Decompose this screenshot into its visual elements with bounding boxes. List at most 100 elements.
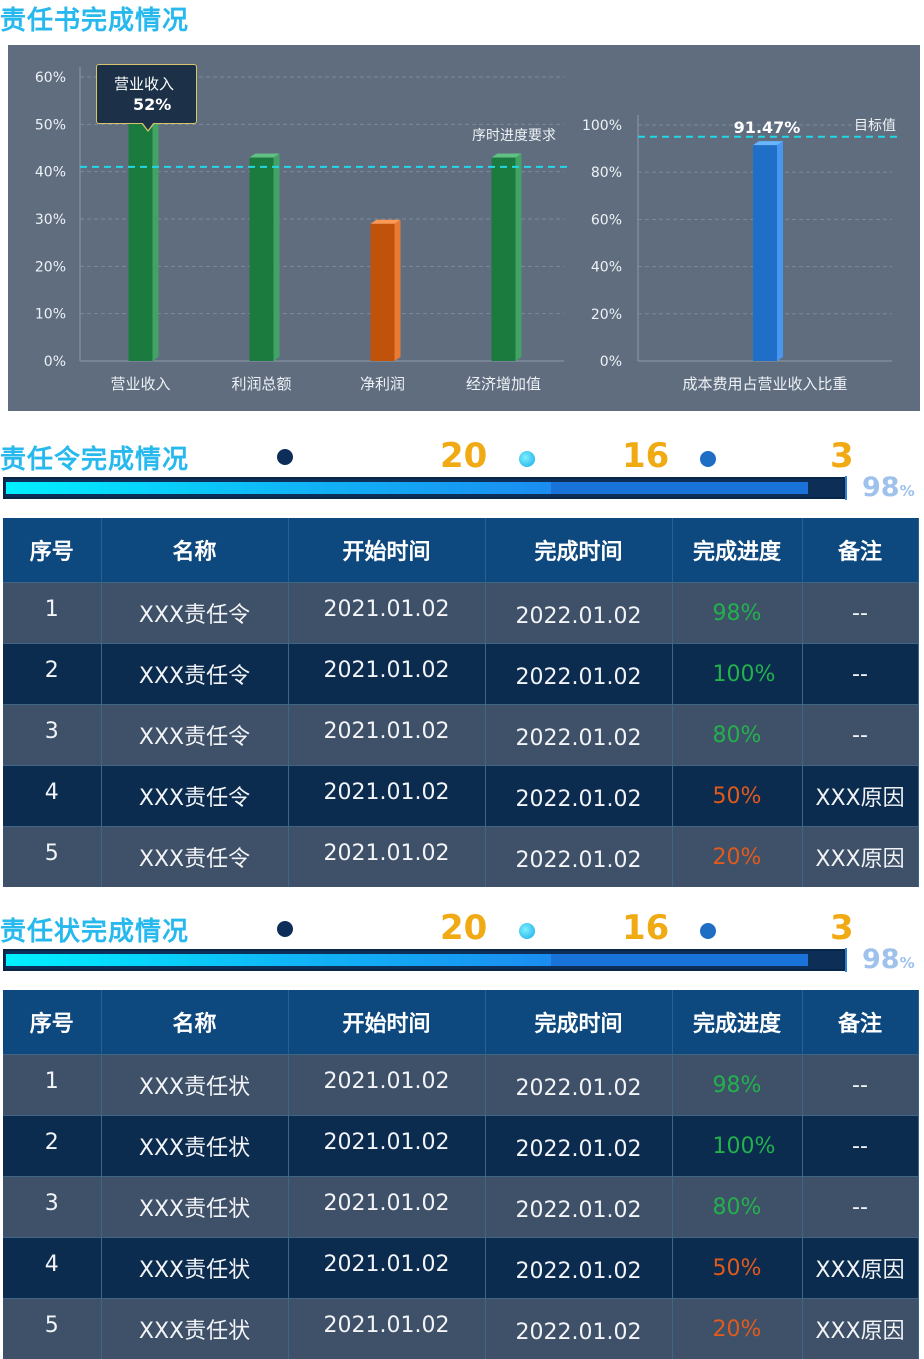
progress-percent-unit: %: [900, 482, 915, 500]
col-header-index[interactable]: 序号: [3, 518, 101, 583]
x-category-label: 经济增加值: [466, 375, 541, 393]
progress-percent-unit: %: [900, 954, 915, 972]
progress-bar-cap: [845, 476, 847, 500]
section-title-orders: 责任令完成情况: [0, 439, 189, 476]
stat-value-1: 20: [440, 908, 487, 948]
tooltip-category: 营业收入: [114, 73, 174, 94]
x-category-label: 利润总额: [231, 375, 291, 393]
col-header-name[interactable]: 名称: [101, 518, 288, 583]
col-header-start[interactable]: 开始时间: [288, 518, 485, 583]
stat-value-1: 20: [440, 436, 487, 476]
progress-percent: 98%: [862, 472, 915, 503]
y-tick-label: 40%: [35, 165, 66, 181]
row-progress: 98%: [672, 583, 802, 644]
row-note: XXX原因: [802, 766, 918, 827]
col-header-start[interactable]: 开始时间: [288, 990, 485, 1055]
row-start-time: 2021.01.02: [288, 1116, 485, 1177]
col-header-name[interactable]: 名称: [101, 990, 288, 1055]
bar-value-label: 91.47%: [734, 118, 801, 137]
row-name: XXX责任状: [101, 1116, 288, 1177]
section-title-responsibility-book: 责任书完成情况: [0, 0, 189, 37]
col-header-index[interactable]: 序号: [3, 990, 101, 1055]
row-start-time: 2021.01.02: [288, 583, 485, 644]
row-start-time: 2021.01.02: [288, 705, 485, 766]
y-tick-label: 30%: [35, 212, 66, 228]
bar: [250, 157, 274, 361]
y-tick-label: 80%: [591, 165, 622, 181]
y-tick-label: 100%: [582, 118, 622, 134]
row-end-time: 2022.01.02: [485, 1177, 672, 1238]
row-progress: 50%: [672, 766, 802, 827]
row-start-time: 2021.01.02: [288, 766, 485, 827]
col-header-end[interactable]: 完成时间: [485, 990, 672, 1055]
row-end-time: 2022.01.02: [485, 1055, 672, 1116]
progress-bar-fill: [6, 482, 551, 494]
row-start-time: 2021.01.02: [288, 1177, 485, 1238]
y-tick-label: 60%: [591, 212, 622, 228]
bar-side: [274, 153, 280, 361]
row-name: XXX责任令: [101, 644, 288, 705]
progress-percent: 98%: [862, 944, 915, 975]
col-header-progress[interactable]: 完成进度: [672, 518, 802, 583]
y-tick-label: 60%: [35, 70, 66, 86]
row-name: XXX责任令: [101, 705, 288, 766]
col-header-note[interactable]: 备注: [802, 518, 918, 583]
row-index: 5: [3, 1299, 101, 1359]
row-note: XXX原因: [802, 1238, 918, 1299]
progress-bar-cap: [845, 948, 847, 972]
y-tick-label: 50%: [35, 117, 66, 133]
row-end-time: 2022.01.02: [485, 827, 672, 888]
row-end-time: 2022.01.02: [485, 583, 672, 644]
row-note: --: [802, 1055, 918, 1116]
row-name: XXX责任令: [101, 827, 288, 888]
row-name: XXX责任状: [101, 1238, 288, 1299]
row-start-time: 2021.01.02: [288, 1055, 485, 1116]
stat-dot-1: [277, 921, 293, 937]
progress-bar: [3, 477, 846, 499]
bar-side: [516, 153, 522, 361]
bar-side: [395, 220, 401, 361]
col-header-progress[interactable]: 完成进度: [672, 990, 802, 1055]
row-end-time: 2022.01.02: [485, 766, 672, 827]
row-note: --: [802, 1177, 918, 1238]
table-header-row: 序号 名称 开始时间 完成时间 完成进度 备注: [3, 518, 918, 583]
row-name: XXX责任令: [101, 583, 288, 644]
y-tick-label: 20%: [591, 307, 622, 323]
row-note: --: [802, 705, 918, 766]
progress-percent-value: 98: [862, 472, 900, 503]
row-name: XXX责任令: [101, 766, 288, 827]
row-name: XXX责任状: [101, 1055, 288, 1116]
row-end-time: 2022.01.02: [485, 644, 672, 705]
row-index: 3: [3, 1177, 101, 1238]
y-tick-label: 0%: [44, 354, 66, 370]
bar-side: [153, 111, 159, 361]
col-header-end[interactable]: 完成时间: [485, 518, 672, 583]
row-note: --: [802, 644, 918, 705]
row-start-time: 2021.01.02: [288, 827, 485, 888]
stat-value-3: 3: [830, 908, 854, 948]
tooltip-value: 52%: [133, 95, 171, 114]
row-index: 2: [3, 644, 101, 705]
tooltip-arrow-inner: [142, 122, 154, 130]
row-index: 2: [3, 1116, 101, 1177]
row-note: --: [802, 1116, 918, 1177]
reference-line-label: 序时进度要求: [472, 128, 556, 144]
row-progress: 80%: [672, 705, 802, 766]
row-index: 4: [3, 1238, 101, 1299]
col-header-note[interactable]: 备注: [802, 990, 918, 1055]
row-index: 1: [3, 583, 101, 644]
bar: [371, 224, 395, 361]
row-index: 5: [3, 827, 101, 888]
